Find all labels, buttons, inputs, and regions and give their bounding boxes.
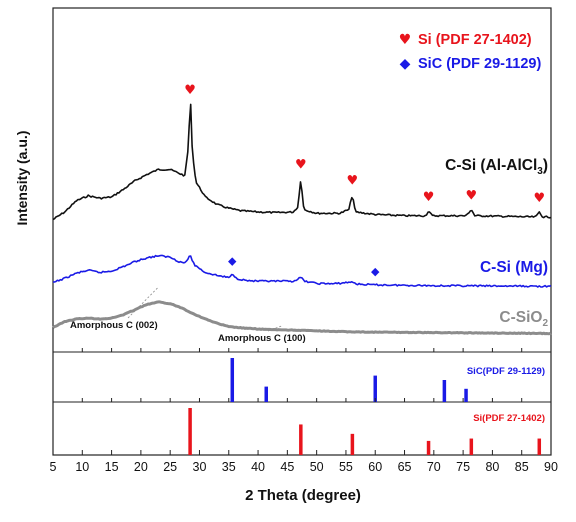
y-axis-label: Intensity (a.u.) xyxy=(14,131,30,226)
x-tick-label-8: 45 xyxy=(280,460,294,474)
peak-marker-7: ◆ xyxy=(371,265,380,278)
peak-marker-2: ♥ xyxy=(347,174,359,189)
x-tick-label-13: 70 xyxy=(427,460,441,474)
x-tick-label-1: 10 xyxy=(75,460,89,474)
reference-panels: SiC(PDF 29-1129) Si(PDF 27-1402) xyxy=(188,358,545,455)
reference-label-0: SiC(PDF 29-1129) xyxy=(467,366,545,377)
series-label-1: C-Si (Mg) xyxy=(480,259,548,276)
series-line-0 xyxy=(52,103,552,221)
x-tick-label-0: 5 xyxy=(50,460,57,474)
peak-marker-3: ♥ xyxy=(423,190,435,205)
legend-symbol-0: ♥ xyxy=(399,32,412,48)
legend-label-1: SiC (PDF 29-1129) xyxy=(418,56,541,72)
series-line-1 xyxy=(52,254,552,288)
x-tick-label-3: 20 xyxy=(134,460,148,474)
peak-marker-6: ◆ xyxy=(228,254,237,267)
x-tick-label-5: 30 xyxy=(193,460,207,474)
x-tick-label-6: 35 xyxy=(222,460,236,474)
series-label-0: C-Si (Al-AlCl3) xyxy=(445,157,548,177)
x-tick-label-16: 85 xyxy=(515,460,529,474)
series-label-2: C-SiO2 xyxy=(499,309,548,329)
peak-marker-4: ♥ xyxy=(465,189,477,204)
x-tick-label-9: 50 xyxy=(310,460,324,474)
x-tick-label-7: 40 xyxy=(251,460,265,474)
legend-label-0: Si (PDF 27-1402) xyxy=(418,32,532,48)
x-axis: 5 10 15 20 25 30 35 40 45 50 55 60 65 70 75 80 85 90 xyxy=(50,348,558,474)
peak-marker-1: ♥ xyxy=(295,157,307,172)
annotation-0: Amorphous C (002) xyxy=(70,320,158,331)
series-line-2 xyxy=(52,300,552,336)
x-tick-label-15: 80 xyxy=(485,460,499,474)
peak-marker-0: ♥ xyxy=(184,83,196,98)
x-tick-label-14: 75 xyxy=(456,460,470,474)
x-tick-label-11: 60 xyxy=(368,460,382,474)
x-tick-label-4: 25 xyxy=(163,460,177,474)
x-tick-label-10: 55 xyxy=(339,460,353,474)
x-tick-label-17: 90 xyxy=(544,460,558,474)
legend-symbol-1: ◆ xyxy=(400,56,411,72)
plot-frame xyxy=(52,7,552,456)
x-tick-label-2: 15 xyxy=(105,460,119,474)
reference-label-1: Si(PDF 27-1402) xyxy=(473,413,545,424)
peak-markers: ♥ ♥ ♥ ♥ ♥ ♥ ◆ ◆ xyxy=(184,83,545,278)
legend: ♥ Si (PDF 27-1402) ◆ SiC (PDF 29-1129) xyxy=(399,32,542,72)
annotation-leader-0 xyxy=(127,286,159,319)
x-axis-label: 2 Theta (degree) xyxy=(245,487,361,504)
annotations: Amorphous C (002) Amorphous C (100) xyxy=(70,286,306,344)
peak-marker-5: ♥ xyxy=(533,191,545,206)
annotation-1: Amorphous C (100) xyxy=(218,333,306,344)
plot-border xyxy=(52,7,552,456)
x-tick-label-12: 65 xyxy=(398,460,412,474)
series-layer: C-Si (Al-AlCl3) C-Si (Mg) C-SiO2 xyxy=(52,103,552,336)
